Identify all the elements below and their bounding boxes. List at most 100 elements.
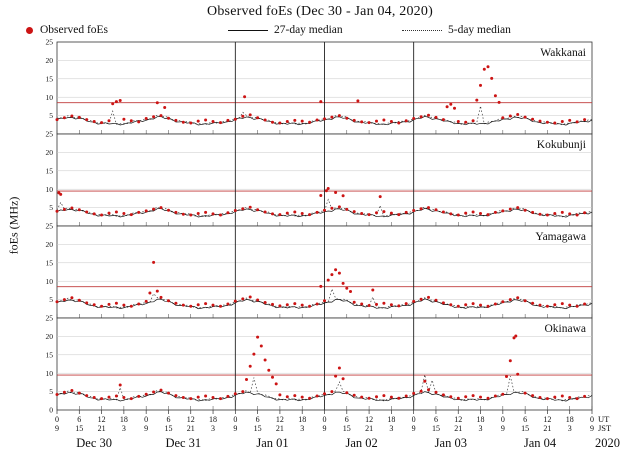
observed-point [356, 99, 360, 103]
y-tick-label: 5 [49, 387, 53, 396]
observed-point [196, 212, 200, 215]
observed-point [245, 378, 248, 381]
observed-point [174, 210, 178, 214]
observed-point [308, 304, 312, 308]
observed-point [404, 210, 408, 214]
y-tick-label: 20 [46, 56, 54, 65]
jst-tick-label: 15 [432, 424, 440, 433]
observed-point [486, 396, 490, 400]
observed-point [464, 211, 468, 215]
observed-point [308, 120, 312, 124]
observed-point [523, 208, 527, 212]
observed-point [122, 396, 126, 399]
observed-point [568, 303, 572, 307]
observed-point [326, 278, 330, 282]
observed-point [453, 106, 456, 110]
ut-tick-label: 0 [144, 415, 148, 424]
legend-27day-label: 27-day median [274, 24, 343, 36]
y-tick-label: 10 [46, 369, 54, 378]
jst-tick-label: 9 [323, 424, 327, 433]
y-tick-label: 25 [46, 130, 54, 139]
observed-point [70, 114, 74, 118]
observed-point [62, 298, 66, 302]
observed-point [196, 119, 200, 123]
observed-point [508, 114, 512, 118]
observed-point [326, 187, 330, 190]
jst-tick-label: 21 [365, 424, 373, 433]
observed-point [55, 118, 59, 122]
ut-tick-label: 0 [412, 415, 416, 424]
observed-point [545, 304, 549, 308]
observed-point [233, 392, 237, 396]
observed-point [181, 120, 185, 124]
observed-point [263, 301, 267, 304]
observed-point [248, 205, 252, 209]
observed-point [531, 117, 535, 121]
observed-point [300, 303, 304, 307]
observed-point [204, 210, 208, 214]
observed-point [434, 298, 438, 302]
observed-point [293, 118, 297, 122]
observed-point [560, 394, 564, 398]
observed-point [256, 298, 260, 302]
observed-point [315, 302, 319, 306]
observed-point [167, 391, 170, 395]
observed-point [501, 209, 505, 213]
y-tick-label: 15 [46, 258, 54, 267]
observed-point [144, 117, 148, 120]
observed-point [575, 397, 579, 401]
legend-observed-label: Observed foEs [40, 24, 109, 36]
legend-5day-label: 5-day median [448, 24, 511, 36]
observed-point [107, 119, 111, 123]
observed-point [445, 105, 449, 109]
jst-tick-label: 9 [501, 424, 505, 433]
observed-point [129, 304, 133, 308]
observed-point [471, 302, 475, 306]
observed-point [449, 303, 453, 307]
observed-point [107, 395, 111, 399]
observed-point [538, 303, 542, 307]
observed-point [501, 392, 505, 396]
observed-point [100, 397, 104, 401]
observed-point [174, 301, 178, 305]
observed-point [441, 301, 445, 305]
observed-point [441, 393, 445, 397]
observed-point [315, 394, 319, 398]
observed-point [159, 206, 163, 210]
observed-point [508, 298, 512, 302]
observed-point [319, 284, 323, 288]
ut-tick-label: 6 [256, 415, 260, 424]
observed-point [300, 119, 304, 123]
observed-point [464, 395, 468, 399]
observed-point [441, 118, 445, 122]
observed-point [189, 304, 193, 308]
jst-tick-label: 21 [276, 424, 284, 433]
observed-point [107, 302, 111, 306]
observed-point [256, 208, 260, 212]
jst-tick-label: 3 [479, 424, 483, 433]
ut-tick-label: 12 [365, 415, 373, 424]
observed-point [531, 301, 535, 305]
observed-point [323, 392, 326, 396]
observed-point [263, 118, 267, 122]
observed-point [341, 377, 345, 381]
date-label: Jan 01 [256, 436, 288, 450]
date-label: Dec 31 [165, 436, 201, 450]
jst-tick-label: 21 [187, 424, 195, 433]
observed-point [352, 210, 356, 214]
observed-point [55, 393, 59, 396]
observed-point [204, 302, 208, 306]
observed-point [501, 116, 505, 120]
observed-point [382, 301, 386, 305]
observed-point [449, 395, 453, 399]
ut-axis-label: UT [598, 414, 610, 424]
observed-point [493, 210, 497, 214]
observed-point [538, 396, 542, 399]
observed-point [523, 391, 527, 395]
observed-point [352, 393, 356, 397]
observed-point [77, 208, 81, 212]
solid-line-icon [228, 29, 268, 31]
jst-tick-label: 3 [122, 424, 126, 433]
observed-point [174, 394, 178, 398]
